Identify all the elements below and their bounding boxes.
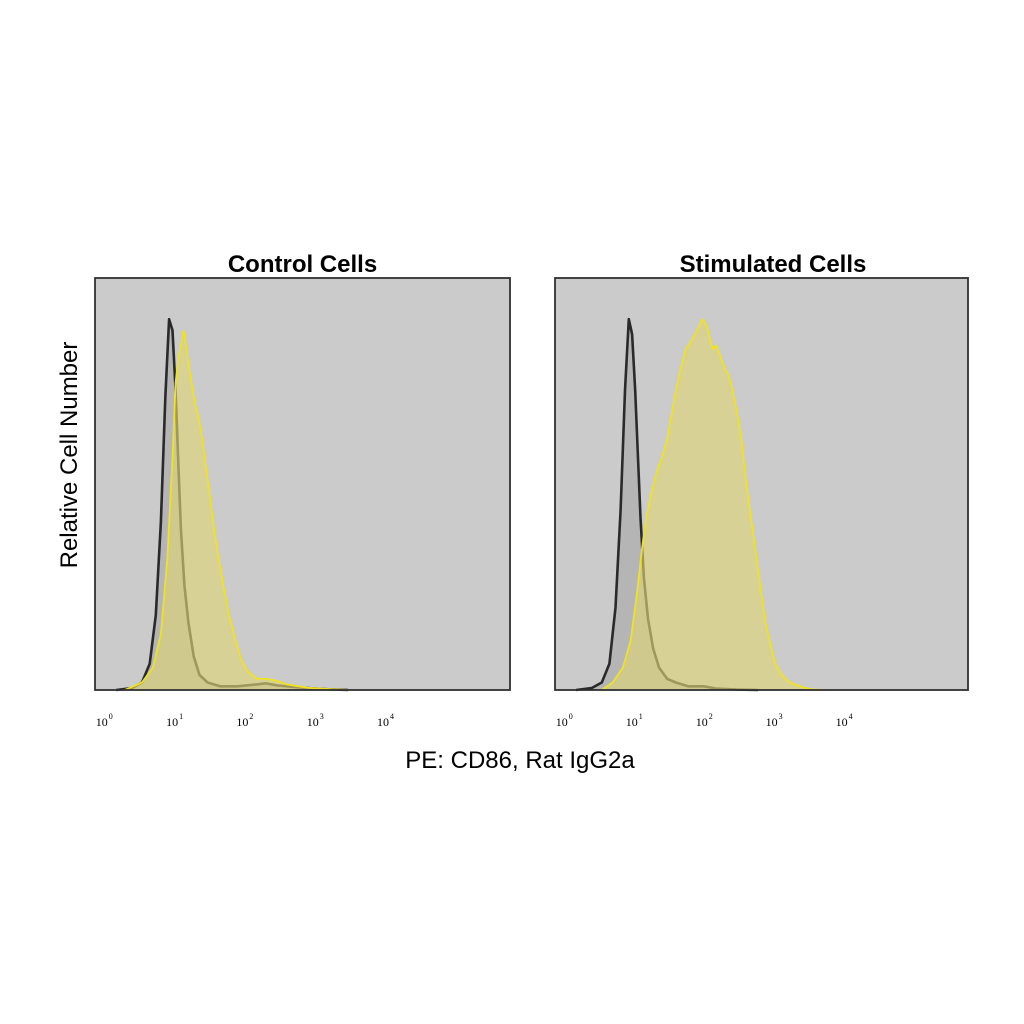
x-axis-label: PE: CD86, Rat IgG2a bbox=[405, 747, 635, 774]
stimulated-cells-x-ticks: 10 0 10 1 10 2 10 3 10 4 bbox=[556, 712, 853, 729]
control-cells-x-tick-base-0: 10 bbox=[96, 715, 108, 729]
stimulated-cells-title: Stimulated Cells bbox=[680, 251, 867, 278]
control-cells-x-tick-exp-1: 1 bbox=[179, 712, 183, 721]
stimulated-cells-x-tick-base-1: 10 bbox=[626, 715, 638, 729]
control-cells-x-tick-exp-0: 0 bbox=[109, 712, 113, 721]
control-cells-x-tick-exp-4: 4 bbox=[390, 712, 394, 721]
stimulated-cells-x-tick-base-2: 10 bbox=[696, 715, 708, 729]
control-cells-x-tick-label-0: 10 0 bbox=[96, 712, 113, 729]
control-cells-x-tick-label-4: 10 4 bbox=[377, 712, 394, 729]
stimulated-cells-x-tick-label-0: 10 0 bbox=[556, 712, 573, 729]
stimulated-cells-isotype-histogram-fill bbox=[576, 319, 759, 690]
control-cells-x-tick-base-3: 10 bbox=[307, 715, 319, 729]
stimulated-cells-x-tick-label-1: 10 1 bbox=[626, 712, 643, 729]
stimulated-cells-x-tick-exp-2: 2 bbox=[709, 712, 713, 721]
stimulated-cells-x-tick-exp-3: 3 bbox=[779, 712, 783, 721]
stimulated-cells-x-tick-exp-4: 4 bbox=[849, 712, 853, 721]
stimulated-cells-x-tick-exp-0: 0 bbox=[569, 712, 573, 721]
control-cells-cd86-histogram-fill bbox=[124, 330, 349, 690]
control-cells-x-ticks: 10 0 10 1 10 2 10 3 10 4 bbox=[96, 712, 394, 729]
control-cells-title: Control Cells bbox=[228, 251, 377, 278]
control-cells-x-tick-label-2: 10 2 bbox=[236, 712, 253, 729]
stimulated-cells-cd86-histogram-line bbox=[601, 318, 823, 691]
stimulated-cells-x-tick-label-4: 10 4 bbox=[836, 712, 853, 729]
stimulated-cells-x-tick-label-2: 10 2 bbox=[696, 712, 713, 729]
stimulated-cells-panel: 10 0 10 1 10 2 10 3 10 4 Stimulated Cells bbox=[554, 251, 969, 729]
control-cells-x-tick-exp-2: 2 bbox=[249, 712, 253, 721]
stimulated-cells-plot-frame bbox=[554, 277, 969, 691]
control-cells-panel: 10 0 10 1 10 2 10 3 10 4 Control Cells bbox=[94, 251, 511, 729]
stimulated-cells-series bbox=[575, 317, 823, 692]
stimulated-cells-x-tick-base-4: 10 bbox=[836, 715, 848, 729]
control-cells-cd86-histogram-line bbox=[124, 329, 349, 691]
y-axis-label: Relative Cell Number bbox=[56, 342, 83, 569]
control-cells-plot-frame bbox=[94, 277, 511, 691]
control-cells-x-tick-base-1: 10 bbox=[166, 715, 178, 729]
control-cells-x-tick-base-4: 10 bbox=[377, 715, 389, 729]
stimulated-cells-cd86-histogram-fill bbox=[601, 319, 823, 690]
control-cells-x-tick-label-3: 10 3 bbox=[307, 712, 324, 729]
stimulated-cells-x-tick-exp-1: 1 bbox=[639, 712, 643, 721]
control-cells-x-tick-exp-3: 3 bbox=[320, 712, 324, 721]
stimulated-cells-x-tick-base-0: 10 bbox=[556, 715, 568, 729]
control-cells-x-tick-base-2: 10 bbox=[236, 715, 248, 729]
stimulated-cells-x-tick-base-3: 10 bbox=[766, 715, 778, 729]
control-cells-x-tick-label-1: 10 1 bbox=[166, 712, 183, 729]
control-cells-series bbox=[116, 317, 349, 692]
stimulated-cells-x-tick-label-3: 10 3 bbox=[766, 712, 783, 729]
